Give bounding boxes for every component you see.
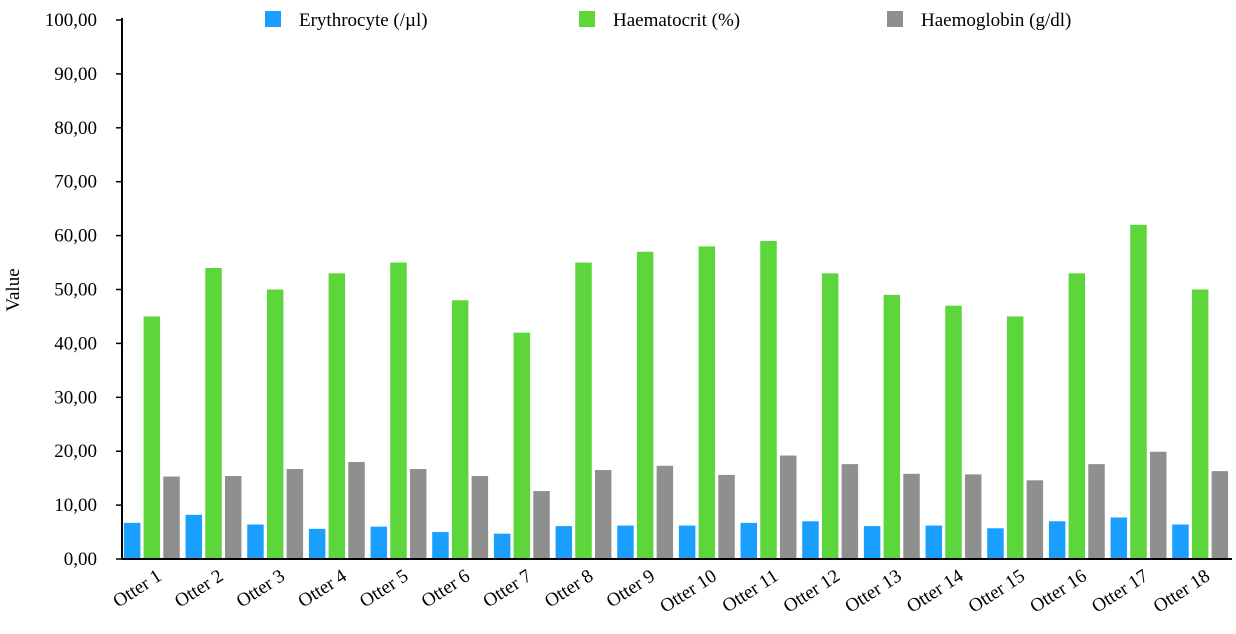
bar-haematocrit [575,262,592,559]
bar-erythrocyte [740,522,758,559]
legend-swatch [887,11,903,27]
y-tick-label: 20,00 [54,441,97,462]
bar-haemoglobin [471,475,489,559]
bar-erythrocyte [987,528,1004,559]
y-tick-label: 100,00 [45,10,97,31]
x-axis: Otter 1 Otter 2 Otter 3 Otter 4 Otter 5 Otter… [109,558,1232,618]
bar-haemoglobin [1026,480,1044,559]
y-axis-title: Value [3,268,24,311]
bar-haemoglobin [594,470,612,559]
x-tick-label: Otter 1 [109,566,165,613]
x-tick-label: Otter 15 [965,566,1029,618]
y-tick-label: 40,00 [54,333,97,354]
x-tick-label: Otter 17 [1088,566,1152,618]
legend-item: Haematocrit (%) [579,10,740,31]
x-tick-label: Otter 7 [479,566,535,613]
bar-haemoglobin [1088,464,1105,559]
bar-erythrocyte [308,528,326,559]
x-tick-label: Otter 4 [294,565,351,612]
y-tick-label: 80,00 [54,118,97,139]
y-tick-label: 0,00 [64,549,97,570]
x-tick-label: Otter 10 [656,566,720,618]
bar-haemoglobin [163,476,180,559]
x-tick-label: Otter 13 [841,566,905,618]
bar-haematocrit [1068,273,1086,559]
bar-haemoglobin [779,455,797,559]
bar-haematocrit [1006,316,1024,559]
bar-haematocrit [390,262,407,559]
legend-swatch [265,11,281,27]
bar-haemoglobin [841,464,859,559]
legend-label: Haemoglobin (g/dl) [921,10,1071,31]
bar-erythrocyte [123,522,141,559]
legend-item: Haemoglobin (g/dl) [887,10,1071,31]
bar-haemoglobin [409,468,427,559]
x-tick-label: Otter 8 [541,566,597,613]
bar-haemoglobin [348,461,365,559]
y-tick-label: 10,00 [54,495,97,516]
bar-haematocrit [266,289,284,559]
bar-haemoglobin [286,468,304,559]
bar-erythrocyte [1172,524,1189,559]
bar-haemoglobin [656,465,674,559]
bar-erythrocyte [555,526,573,559]
bars [123,224,1229,560]
legend-swatch [579,11,595,27]
bar-haemoglobin [533,491,550,559]
y-axis: 0,00 10,00 20,00 30,00 40,00 50,00 60,00 70,00 8… [45,10,123,570]
bar-haematocrit [143,316,161,559]
bar-erythrocyte [863,526,881,559]
bar-haematocrit [513,332,531,559]
bar-haematocrit [821,273,839,559]
x-tick-label: Otter 18 [1150,566,1214,618]
bar-haematocrit [205,267,222,559]
bar-erythrocyte [617,525,634,559]
bar-haematocrit [883,294,901,559]
bar-haematocrit [945,305,962,559]
bar-erythrocyte [185,514,203,559]
y-tick-label: 60,00 [54,226,97,247]
bar-erythrocyte [802,521,819,559]
x-tick-label: Otter 9 [603,566,659,613]
bar-haemoglobin [1211,471,1229,559]
x-tick-label: Otter 14 [903,565,968,617]
x-tick-label: Otter 2 [171,566,227,613]
x-tick-label: Otter 6 [418,566,474,613]
legend: Erythrocyte (/µl) Haematocrit (%) Haemoglo… [265,10,1071,31]
bar-haemoglobin [1149,451,1167,559]
bar-erythrocyte [432,532,449,559]
bar-haemoglobin [903,473,920,559]
bar-haematocrit [1191,289,1209,559]
x-tick-label: Otter 12 [780,566,844,618]
bar-haemoglobin [964,474,982,559]
y-tick-label: 90,00 [54,64,97,85]
x-tick-label: Otter 16 [1026,566,1090,618]
x-tick-label: Otter 11 [719,566,783,617]
y-tick-label: 70,00 [54,172,97,193]
bar-haematocrit [760,240,777,560]
bar-erythrocyte [493,533,511,559]
legend-label: Erythrocyte (/µl) [299,10,428,31]
legend-label: Haematocrit (%) [613,10,740,31]
bar-erythrocyte [1110,517,1128,559]
bar-erythrocyte [370,526,388,559]
x-tick-label: Otter 3 [233,566,289,613]
legend-item: Erythrocyte (/µl) [265,10,428,31]
y-tick-label: 30,00 [54,387,97,408]
bar-haematocrit [636,251,654,559]
bar-erythrocyte [925,525,943,559]
bar-haematocrit [451,300,469,559]
bar-haematocrit [328,273,346,559]
bar-haemoglobin [224,475,242,559]
bar-haemoglobin [718,474,735,559]
x-tick-label: Otter 5 [356,566,412,613]
bar-haematocrit [698,246,716,559]
bar-erythrocyte [247,524,264,559]
bar-erythrocyte [678,525,696,559]
y-tick-label: 50,00 [54,280,97,301]
bar-erythrocyte [1048,521,1066,559]
bar-haematocrit [1130,224,1147,559]
